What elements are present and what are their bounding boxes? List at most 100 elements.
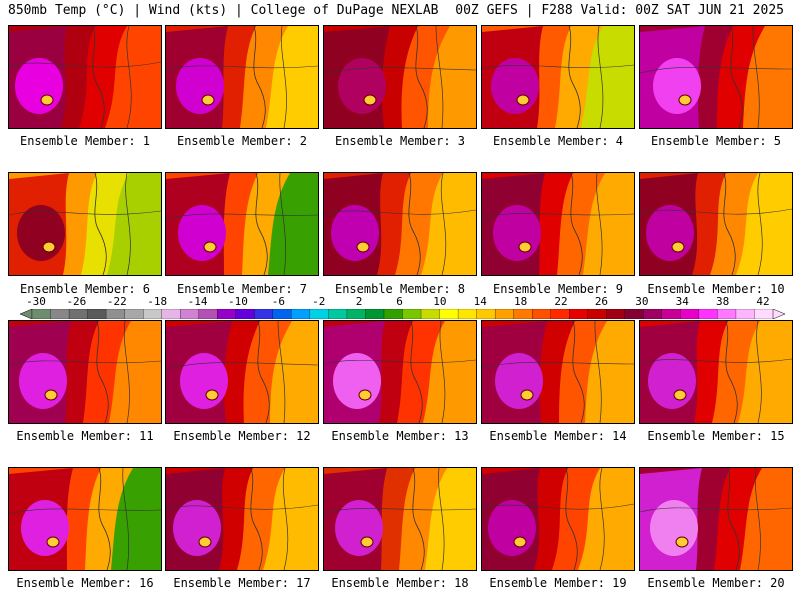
ensemble-map-panel xyxy=(165,467,319,571)
colorbar-swatch xyxy=(569,309,589,319)
run-valid-time: 00Z GEFS | F288 Valid: 00Z SAT JUN 21 20… xyxy=(455,3,784,18)
colorbar-swatch xyxy=(698,309,718,319)
ensemble-member-label: Ensemble Member: 19 xyxy=(489,576,627,590)
colorbar-tick-label: -18 xyxy=(147,295,168,308)
colorbar-swatch xyxy=(31,309,51,319)
colorbar-swatch xyxy=(124,309,144,319)
ensemble-map-panel xyxy=(639,25,793,129)
ensemble-member-label: Ensemble Member: 16 xyxy=(16,576,154,590)
ensemble-map-panel xyxy=(639,172,793,276)
ensemble-member-label: Ensemble Member: 11 xyxy=(16,429,154,443)
colorbar-swatch xyxy=(717,309,737,319)
ensemble-member-label: Ensemble Member: 7 xyxy=(176,282,308,296)
ensemble-member-label: Ensemble Member: 5 xyxy=(650,134,782,148)
colorbar-swatch xyxy=(217,309,237,319)
ensemble-map-panel xyxy=(8,320,162,424)
ensemble-member-label: Ensemble Member: 13 xyxy=(331,429,469,443)
colorbar-swatch xyxy=(735,309,755,319)
ensemble-map-panel xyxy=(165,25,319,129)
colorbar-swatch xyxy=(661,309,681,319)
colorbar-swatch xyxy=(198,309,218,319)
ensemble-member-label: Ensemble Member: 17 xyxy=(173,576,311,590)
colorbar-swatch xyxy=(587,309,607,319)
colorbar-swatch xyxy=(87,309,107,319)
colorbar-swatch xyxy=(457,309,478,319)
ensemble-member-label: Ensemble Member: 8 xyxy=(334,282,466,296)
ensemble-map-panel xyxy=(323,467,477,571)
ensemble-member-label: Ensemble Member: 18 xyxy=(331,576,469,590)
colorbar-tick-label: 6 xyxy=(396,295,403,308)
ensemble-map-panel xyxy=(323,25,477,129)
colorbar-tick-label: -2 xyxy=(312,295,326,308)
colorbar-swatch xyxy=(606,309,626,319)
ensemble-map-panel xyxy=(323,320,477,424)
colorbar-swatch xyxy=(309,309,329,319)
ensemble-map-panel xyxy=(481,172,635,276)
colorbar-swatch xyxy=(254,309,274,319)
colorbar-swatch xyxy=(513,309,533,319)
ensemble-map-panel xyxy=(639,320,793,424)
colorbar-swatch xyxy=(643,309,663,319)
ensemble-member-label: Ensemble Member: 3 xyxy=(334,134,466,148)
colorbar-swatch xyxy=(624,309,644,319)
ensemble-map-panel xyxy=(639,467,793,571)
colorbar-tick-label: -6 xyxy=(271,295,285,308)
colorbar-tick-label: 10 xyxy=(433,295,447,308)
colorbar-swatch xyxy=(476,309,496,319)
colorbar-tick-label: -22 xyxy=(106,295,127,308)
ensemble-member-label: Ensemble Member: 6 xyxy=(19,282,151,296)
ensemble-map-panel xyxy=(8,172,162,276)
colorbar-tick-label: 2 xyxy=(355,295,363,308)
colorbar-tick-label: 18 xyxy=(514,295,528,308)
colorbar-tick-label: 38 xyxy=(715,295,730,308)
ensemble-map-panel xyxy=(8,467,162,571)
colorbar-tick-label: 42 xyxy=(756,295,770,308)
ensemble-member-label: Ensemble Member: 12 xyxy=(173,429,311,443)
ensemble-map-panel xyxy=(165,320,319,424)
colorbar-swatch xyxy=(402,309,422,319)
ensemble-member-label: Ensemble Member: 1 xyxy=(19,134,151,148)
ensemble-map-panel xyxy=(165,172,319,276)
colorbar-tick-label: 26 xyxy=(594,295,609,308)
colorbar-swatch xyxy=(346,309,366,319)
ensemble-map-panel xyxy=(481,320,635,424)
colorbar-swatch xyxy=(291,309,311,319)
ensemble-member-label: Ensemble Member: 4 xyxy=(492,134,624,148)
ensemble-member-label: Ensemble Member: 15 xyxy=(647,429,785,443)
colorbar-swatch xyxy=(328,309,348,319)
colorbar-swatch xyxy=(68,309,89,319)
colorbar-swatch xyxy=(439,309,459,319)
colorbar-swatch xyxy=(532,309,552,319)
colorbar-tick-label: -10 xyxy=(228,295,248,308)
ensemble-member-label: Ensemble Member: 2 xyxy=(176,134,308,148)
colorbar-swatch xyxy=(550,309,570,319)
colorbar-swatch xyxy=(272,309,292,319)
map-title: 850mb Temp (°C) | Wind (kts) | College o… xyxy=(8,3,439,18)
colorbar-left-arrow xyxy=(20,309,33,319)
colorbar-swatch xyxy=(105,309,126,319)
colorbar-swatch xyxy=(680,309,700,319)
colorbar-swatch xyxy=(235,309,255,319)
colorbar-swatch xyxy=(365,309,385,319)
colorbar-tick-label: -30 xyxy=(26,295,46,308)
ensemble-member-label: Ensemble Member: 10 xyxy=(647,282,785,296)
colorbar-swatch xyxy=(494,309,515,319)
ensemble-map-panel xyxy=(8,25,162,129)
colorbar-tick-label: -14 xyxy=(187,295,208,308)
colorbar-swatch xyxy=(180,309,200,319)
colorbar-swatch xyxy=(383,309,403,319)
temperature-colorbar xyxy=(20,309,785,319)
colorbar-swatch xyxy=(754,309,774,319)
colorbar-tick-label: 22 xyxy=(554,295,568,308)
colorbar-tick-label: 14 xyxy=(473,295,487,308)
ensemble-member-label: Ensemble Member: 20 xyxy=(647,576,785,590)
colorbar-tick-label: 30 xyxy=(635,295,649,308)
ensemble-member-label: Ensemble Member: 14 xyxy=(489,429,627,443)
ensemble-map-panel xyxy=(481,25,635,129)
ensemble-map-panel xyxy=(323,172,477,276)
colorbar-swatch xyxy=(420,309,440,319)
colorbar-swatch xyxy=(50,309,70,319)
colorbar-swatch xyxy=(143,309,163,319)
colorbar-tick-label: 34 xyxy=(675,295,689,308)
ensemble-member-label: Ensemble Member: 9 xyxy=(492,282,624,296)
